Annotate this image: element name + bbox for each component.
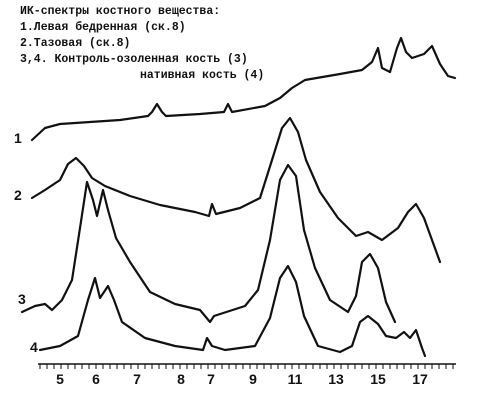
axis-label: 11	[288, 371, 303, 387]
spectrum-3	[20, 163, 397, 324]
axis-label: 7	[207, 371, 215, 387]
axis-label: 17	[412, 371, 428, 387]
title-line: нативная кость (4)	[140, 69, 264, 82]
axis-ticks	[39, 364, 454, 369]
curve-label: 2	[14, 187, 22, 203]
title-line: 1.Левая бедренная (ск.8)	[20, 21, 186, 34]
curve-label: 4	[30, 339, 38, 355]
axis-label: 7	[133, 371, 141, 387]
axis-label: 9	[249, 371, 257, 387]
spectrum-2	[30, 116, 442, 264]
title-line: ИК-спектры костного вещества:	[20, 5, 220, 18]
spectrum-1	[30, 36, 457, 142]
title-line: 3,4. Контроль-озоленная кость (3)	[20, 53, 248, 66]
axis-label: 5	[56, 371, 64, 387]
axis-label: 13	[328, 371, 344, 387]
curve-label: 1	[14, 130, 22, 146]
axis-label: 8	[177, 371, 185, 387]
axis-label: 15	[370, 371, 386, 387]
curve-label: 3	[18, 291, 26, 307]
spectrum-4	[38, 264, 427, 358]
title-line: 2.Тазовая (ск.8)	[20, 37, 130, 50]
axis-label: 6	[92, 371, 100, 387]
